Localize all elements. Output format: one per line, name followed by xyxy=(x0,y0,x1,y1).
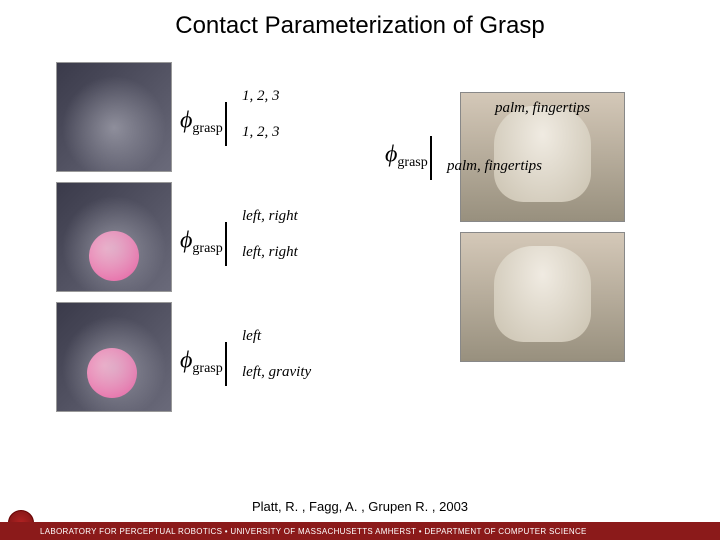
param-bottom-4: palm, fingertips xyxy=(447,158,542,175)
grasp-subscript: grasp xyxy=(192,121,222,136)
param-bottom-1: 1, 2, 3 xyxy=(242,124,280,141)
robot-image-3 xyxy=(56,302,172,412)
robot-image-2 xyxy=(56,182,172,292)
phi-symbol: ϕ xyxy=(180,348,192,374)
bracket-icon xyxy=(225,222,227,266)
bracket-icon xyxy=(225,102,227,146)
citation-text: Platt, R. , Fagg, A. , Grupen R. , 2003 xyxy=(0,499,720,514)
footer-bar: LABORATORY FOR PERCEPTUAL ROBOTICS • UNI… xyxy=(0,522,720,540)
phi-notation-1: 1, 2, 3 ϕgrasp 1, 2, 3 xyxy=(180,102,227,146)
param-bottom-2: left, right xyxy=(242,244,298,261)
bracket-icon xyxy=(430,136,432,180)
slide-title: Contact Parameterization of Grasp xyxy=(0,0,720,40)
phi-notation-3: left ϕgrasp left, gravity xyxy=(180,342,227,386)
param-top-4: palm, fingertips xyxy=(495,100,590,117)
footer-text: LABORATORY FOR PERCEPTUAL ROBOTICS • UNI… xyxy=(40,527,587,536)
phi-symbol: ϕ xyxy=(385,142,397,168)
hand-image-2 xyxy=(460,232,625,362)
bracket-icon xyxy=(225,342,227,386)
param-top-2: left, right xyxy=(242,208,298,225)
content-area: 1, 2, 3 ϕgrasp 1, 2, 3 left, right ϕgras… xyxy=(0,40,720,500)
grasp-subscript: grasp xyxy=(397,155,427,170)
phi-notation-2: left, right ϕgrasp left, right xyxy=(180,222,227,266)
param-top-3: left xyxy=(242,328,261,345)
ball-icon xyxy=(87,348,137,398)
param-top-1: 1, 2, 3 xyxy=(242,88,280,105)
phi-symbol: ϕ xyxy=(180,228,192,254)
param-bottom-3: left, gravity xyxy=(242,364,311,381)
phi-notation-4: palm, fingertips ϕgrasp palm, fingertips xyxy=(385,136,432,180)
robot-image-1 xyxy=(56,62,172,172)
phi-symbol: ϕ xyxy=(180,108,192,134)
grasp-subscript: grasp xyxy=(192,361,222,376)
grasp-subscript: grasp xyxy=(192,241,222,256)
ball-icon xyxy=(89,231,139,281)
